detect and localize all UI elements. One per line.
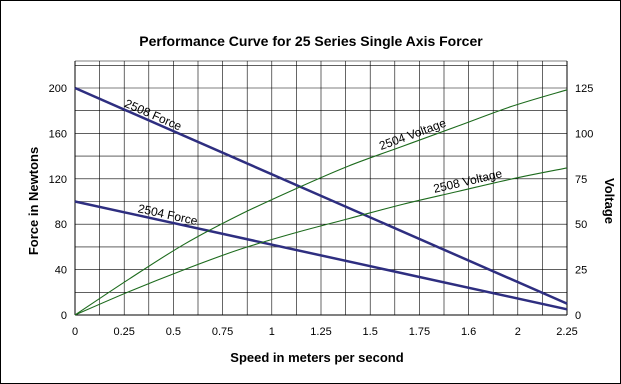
y2-tick-label: 100 xyxy=(575,128,593,140)
y-tick-label: 40 xyxy=(55,265,67,277)
series-line-2504-force xyxy=(74,200,568,311)
y-tick-label: 160 xyxy=(49,128,67,140)
series-label: 2508 Force xyxy=(123,96,185,133)
y-tick-label: 120 xyxy=(49,174,67,186)
x-tick-label: 1 xyxy=(269,326,275,338)
y-tick-label: 0 xyxy=(61,310,67,322)
series-line-2504-voltage xyxy=(74,89,568,316)
x-tick-label: 2 xyxy=(515,326,521,338)
y2-tick-label: 75 xyxy=(575,174,587,186)
x-tick-label: 1.25 xyxy=(310,326,331,338)
series-layer xyxy=(74,86,568,316)
series-label: 2504 Voltage xyxy=(377,116,448,153)
y2-tick-label: 50 xyxy=(575,219,587,231)
x-tick-label: 0.25 xyxy=(113,326,134,338)
y2-tick-label: 125 xyxy=(575,83,593,95)
tick-labels: 0 0.25 0.5 0.75 1 1.25 1.5 1.75 1.6 2 2.25 0 40 80 120… xyxy=(49,83,594,338)
y2-tick-label: 25 xyxy=(575,265,587,277)
x-tick-label: 0.5 xyxy=(166,326,181,338)
x-tick-label: 1.75 xyxy=(409,326,430,338)
series-line-2508-force xyxy=(74,86,568,305)
y-tick-label: 80 xyxy=(55,219,67,231)
grid xyxy=(74,60,568,316)
y-axis-title: Force in Newtons xyxy=(26,147,41,255)
x-tick-label: 1.5 xyxy=(363,326,378,338)
x-tick-label: 1.6 xyxy=(461,326,476,338)
y2-axis-title: Voltage xyxy=(602,178,617,224)
x-axis-title: Speed in meters per second xyxy=(230,350,403,365)
x-tick-label: 0 xyxy=(72,326,78,338)
x-tick-label: 2.25 xyxy=(556,326,577,338)
x-tick-label: 0.75 xyxy=(212,326,233,338)
chart-title: Performance Curve for 25 Series Single A… xyxy=(139,33,483,49)
series-line-2508-voltage xyxy=(74,167,568,316)
y2-tick-label: 0 xyxy=(575,310,581,322)
y-tick-label: 200 xyxy=(49,83,67,95)
